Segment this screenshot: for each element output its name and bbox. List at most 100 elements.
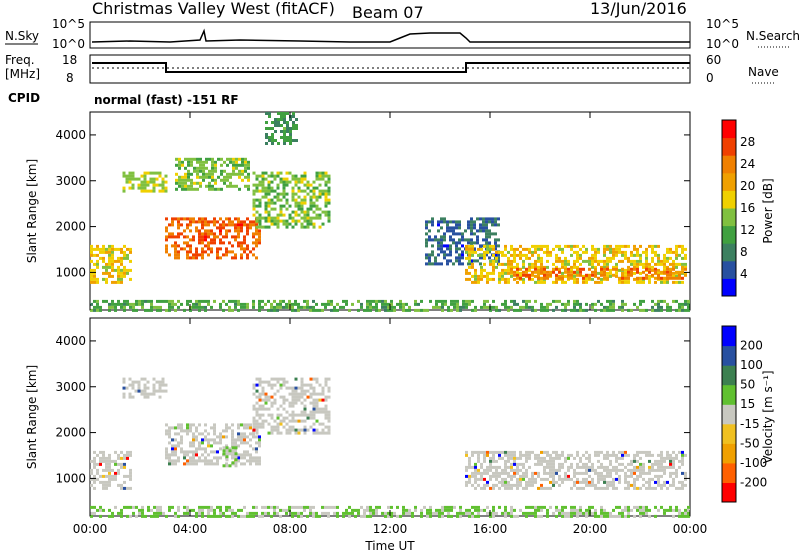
power-cell: [453, 299, 456, 303]
velocity-cell: [426, 508, 429, 512]
power-cell: [447, 305, 450, 309]
velocity-cell: [585, 471, 588, 475]
power-cell: [244, 163, 247, 167]
velocity-cell: [666, 508, 669, 512]
velocity-cell: [171, 450, 174, 454]
power-cell: [678, 302, 681, 306]
power-cell: [264, 195, 268, 199]
velocity-cell: [477, 511, 480, 515]
velocity-cell: [582, 486, 585, 490]
velocity-cell: [609, 483, 612, 487]
power-cell: [282, 180, 286, 184]
power-cell: [111, 259, 114, 263]
velocity-cell: [291, 401, 295, 405]
velocity-cell: [480, 450, 483, 454]
velocity-cell: [120, 486, 123, 490]
velocity-cell: [483, 456, 486, 460]
velocity-cell: [624, 477, 627, 481]
power-cell: [187, 187, 190, 191]
velocity-cell: [264, 419, 268, 423]
velocity-cell: [519, 508, 522, 512]
velocity-cell: [270, 416, 274, 420]
power-cell: [488, 232, 491, 236]
power-cell: [558, 274, 561, 278]
velocity-cell: [624, 480, 627, 484]
power-cell: [579, 273, 582, 277]
velocity-cell: [201, 453, 204, 457]
velocity-cell: [114, 462, 117, 466]
power-cell: [555, 256, 558, 260]
velocity-cell: [105, 459, 108, 463]
power-cell: [219, 226, 222, 230]
velocity-cell: [228, 449, 232, 453]
velocity-cell: [489, 474, 492, 478]
power-cell: [327, 177, 331, 181]
velocity-cell: [336, 505, 339, 509]
power-cell: [283, 133, 286, 136]
velocity-cell: [315, 410, 319, 414]
power-cell: [247, 184, 250, 188]
power-cell: [366, 302, 369, 306]
velocity-cell: [450, 505, 453, 509]
velocity-cell: [192, 450, 195, 454]
power-cell: [519, 305, 522, 309]
velocity-panel-frame: [89, 317, 691, 517]
velocity-cell: [90, 459, 93, 463]
power-cell: [516, 262, 519, 266]
power-cell: [90, 271, 93, 275]
power-cell: [576, 259, 579, 263]
velocity-cell: [99, 462, 102, 466]
power-cell: [327, 213, 331, 217]
velocity-cell: [513, 459, 516, 463]
velocity-cell: [234, 441, 237, 445]
velocity-cell: [432, 511, 435, 515]
velocity-cell: [141, 514, 144, 518]
power-cell: [615, 253, 618, 257]
power-cell: [243, 220, 246, 224]
power-cell: [485, 226, 488, 230]
power-cell: [243, 250, 246, 254]
power-cell: [111, 253, 114, 257]
velocity-cell: [603, 486, 606, 490]
velocity-cell: [276, 422, 280, 426]
velocity-cell: [186, 426, 189, 430]
velocity-cell: [645, 471, 648, 475]
velocity-cell: [447, 511, 450, 515]
velocity-cell: [501, 471, 504, 475]
velocity-cell: [312, 416, 316, 420]
power-cell: [654, 280, 657, 284]
velocity-cell: [306, 505, 309, 509]
velocity-cell: [669, 453, 672, 457]
power-cell: [207, 253, 210, 257]
power-cell: [440, 244, 443, 248]
velocity-cell: [513, 508, 516, 512]
power-cell: [564, 256, 567, 260]
power-cell: [186, 250, 189, 254]
power-cell: [612, 305, 615, 309]
power-cell: [482, 229, 485, 233]
noise-tick-left-top: 10^5: [52, 17, 85, 31]
power-cell: [531, 265, 534, 269]
velocity-cell: [312, 407, 316, 411]
power-cell: [90, 280, 93, 284]
power-cell: [471, 253, 474, 257]
velocity-cell: [267, 413, 271, 417]
velocity-cell: [504, 465, 507, 469]
velocity-cell: [540, 505, 543, 509]
power-cell: [192, 220, 195, 224]
velocity-cell: [624, 471, 627, 475]
velocity-cell: [90, 477, 93, 481]
power-cell: [205, 172, 208, 176]
power-cell: [483, 244, 486, 248]
power-cell: [564, 302, 567, 306]
power-cell: [252, 183, 256, 187]
velocity-cell: [513, 450, 516, 454]
power-cell: [678, 280, 681, 284]
velocity-cell: [174, 444, 177, 448]
power-cell: [615, 265, 618, 269]
velocity-cell: [234, 452, 238, 456]
power-cell: [485, 223, 488, 227]
velocity-cell: [156, 508, 159, 512]
velocity-cell: [219, 432, 222, 436]
velocity-cell: [276, 407, 280, 411]
